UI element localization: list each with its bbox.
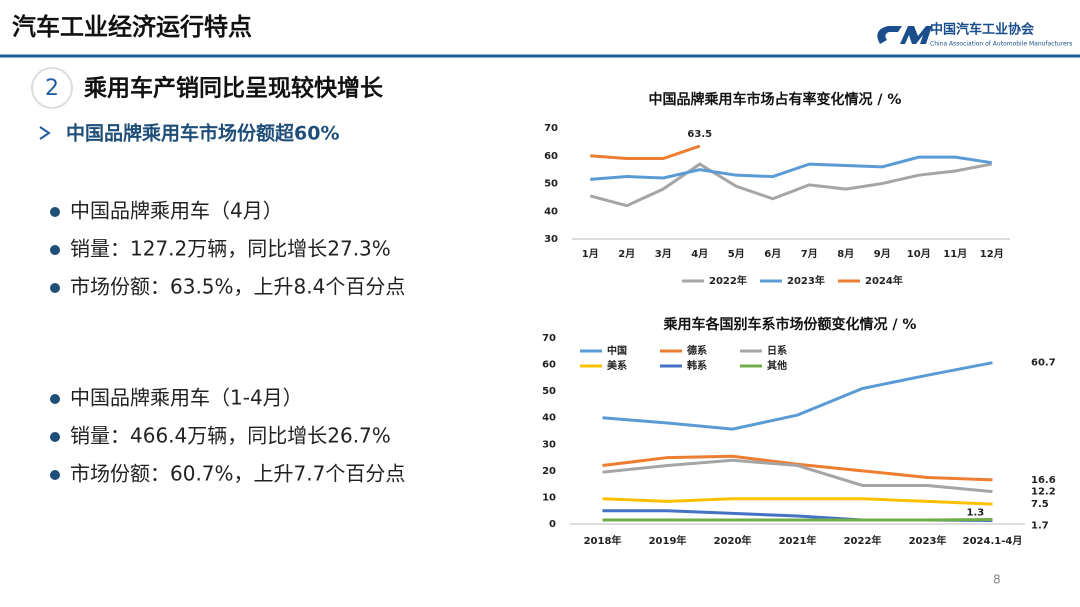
- x-tick-label: 7月: [801, 248, 818, 260]
- logo: [877, 26, 932, 44]
- x-tick-label: 3月: [655, 248, 672, 260]
- series-line: [590, 155, 992, 181]
- data-label: 1.3: [967, 508, 985, 519]
- series-line: [590, 144, 701, 161]
- subheading: 中国品牌乘用车市场份额超60%: [66, 122, 339, 145]
- y-tick-label: 60: [542, 360, 556, 371]
- x-tick-label: 2月: [618, 248, 635, 260]
- org-name-en: China Association of Automobile Manufact…: [930, 41, 1072, 48]
- data-label: 1.7: [1031, 520, 1049, 531]
- y-tick-label: 50: [542, 386, 556, 397]
- series-line: [602, 361, 993, 431]
- series-line: [602, 458, 993, 494]
- page-number: 8: [993, 573, 1001, 587]
- data-label: 16.6: [1031, 475, 1056, 486]
- series-line: [589, 162, 993, 208]
- header-title: 汽车工业经济运行特点: [12, 13, 252, 41]
- x-tick-label: 6月: [764, 248, 781, 260]
- data-label: 63.5: [687, 129, 712, 140]
- x-tick-label: 11月: [943, 248, 967, 260]
- chart-title: 乘用车各国别车系市场份额变化情况 / %: [663, 316, 917, 333]
- legend-label: 日系: [767, 344, 787, 357]
- data-label: 12.2: [1031, 487, 1056, 498]
- y-tick-label: 30: [544, 234, 558, 245]
- y-tick-label: 50: [544, 179, 558, 190]
- legend-label: 其他: [767, 359, 787, 372]
- section-badge: [31, 67, 73, 109]
- legend-label: 韩系: [687, 359, 707, 372]
- data-label: 7.5: [1031, 499, 1049, 510]
- bullet-text: 中国品牌乘用车（4月）: [70, 199, 283, 223]
- x-tick-label: 4月: [691, 248, 708, 260]
- bullet-text: 中国品牌乘用车（1-4月）: [70, 386, 303, 410]
- x-tick-label: 5月: [728, 248, 745, 260]
- series-line: [602, 517, 993, 522]
- bullet-text: 市场份额：60.7%，上升7.7个百分点: [70, 462, 405, 486]
- series-line: [602, 497, 993, 506]
- chart-title: 中国品牌乘用车市场占有率变化情况 / %: [649, 91, 902, 108]
- bullet: [50, 470, 60, 480]
- y-tick-label: 70: [542, 333, 556, 344]
- y-tick-label: 0: [549, 519, 556, 530]
- x-tick-label: 10月: [907, 248, 931, 260]
- x-tick-label: 2022年: [844, 534, 882, 547]
- arrow-icon: [39, 126, 51, 140]
- y-tick-label: 30: [542, 439, 556, 450]
- bullet: [50, 432, 60, 442]
- y-tick-label: 20: [542, 466, 556, 477]
- legend-label: 2024年: [865, 274, 903, 287]
- x-tick-label: 1月: [582, 248, 599, 260]
- bullet: [50, 245, 60, 255]
- y-tick-label: 40: [542, 413, 556, 424]
- x-tick-label: 2023年: [909, 534, 947, 547]
- x-tick-label: 2020年: [714, 534, 752, 547]
- bullet: [50, 283, 60, 293]
- section-number: 2: [45, 76, 59, 101]
- bullet-text: 销量：466.4万辆，同比增长26.7%: [70, 424, 391, 448]
- section-title: 乘用车产销同比呈现较快增长: [83, 75, 384, 102]
- data-label: 60.7: [1031, 358, 1056, 369]
- x-tick-label: 12月: [980, 248, 1004, 260]
- legend-label: 中国: [607, 344, 627, 357]
- legend-label: 2023年: [787, 274, 825, 287]
- y-tick-label: 10: [542, 492, 556, 503]
- x-tick-label: 2024.1-4月: [963, 535, 1023, 547]
- legend-label: 美系: [607, 359, 627, 372]
- bullet: [50, 394, 60, 404]
- bullet-text: 市场份额：63.5%，上升8.4个百分点: [70, 275, 405, 299]
- x-tick-label: 2018年: [584, 534, 622, 547]
- legend-label: 2022年: [709, 274, 747, 287]
- x-tick-label: 9月: [874, 248, 891, 260]
- org-name: 中国汽车工业协会: [930, 22, 1035, 38]
- x-tick-label: 2019年: [649, 534, 687, 547]
- y-tick-label: 60: [544, 151, 558, 162]
- bullet-text: 销量：127.2万辆，同比增长27.3%: [70, 237, 391, 261]
- y-tick-label: 40: [544, 206, 558, 217]
- bullet: [50, 207, 60, 217]
- x-tick-label: 2021年: [779, 534, 817, 547]
- legend-label: 德系: [686, 344, 707, 357]
- x-tick-label: 8月: [837, 248, 854, 260]
- y-tick-label: 70: [544, 123, 558, 134]
